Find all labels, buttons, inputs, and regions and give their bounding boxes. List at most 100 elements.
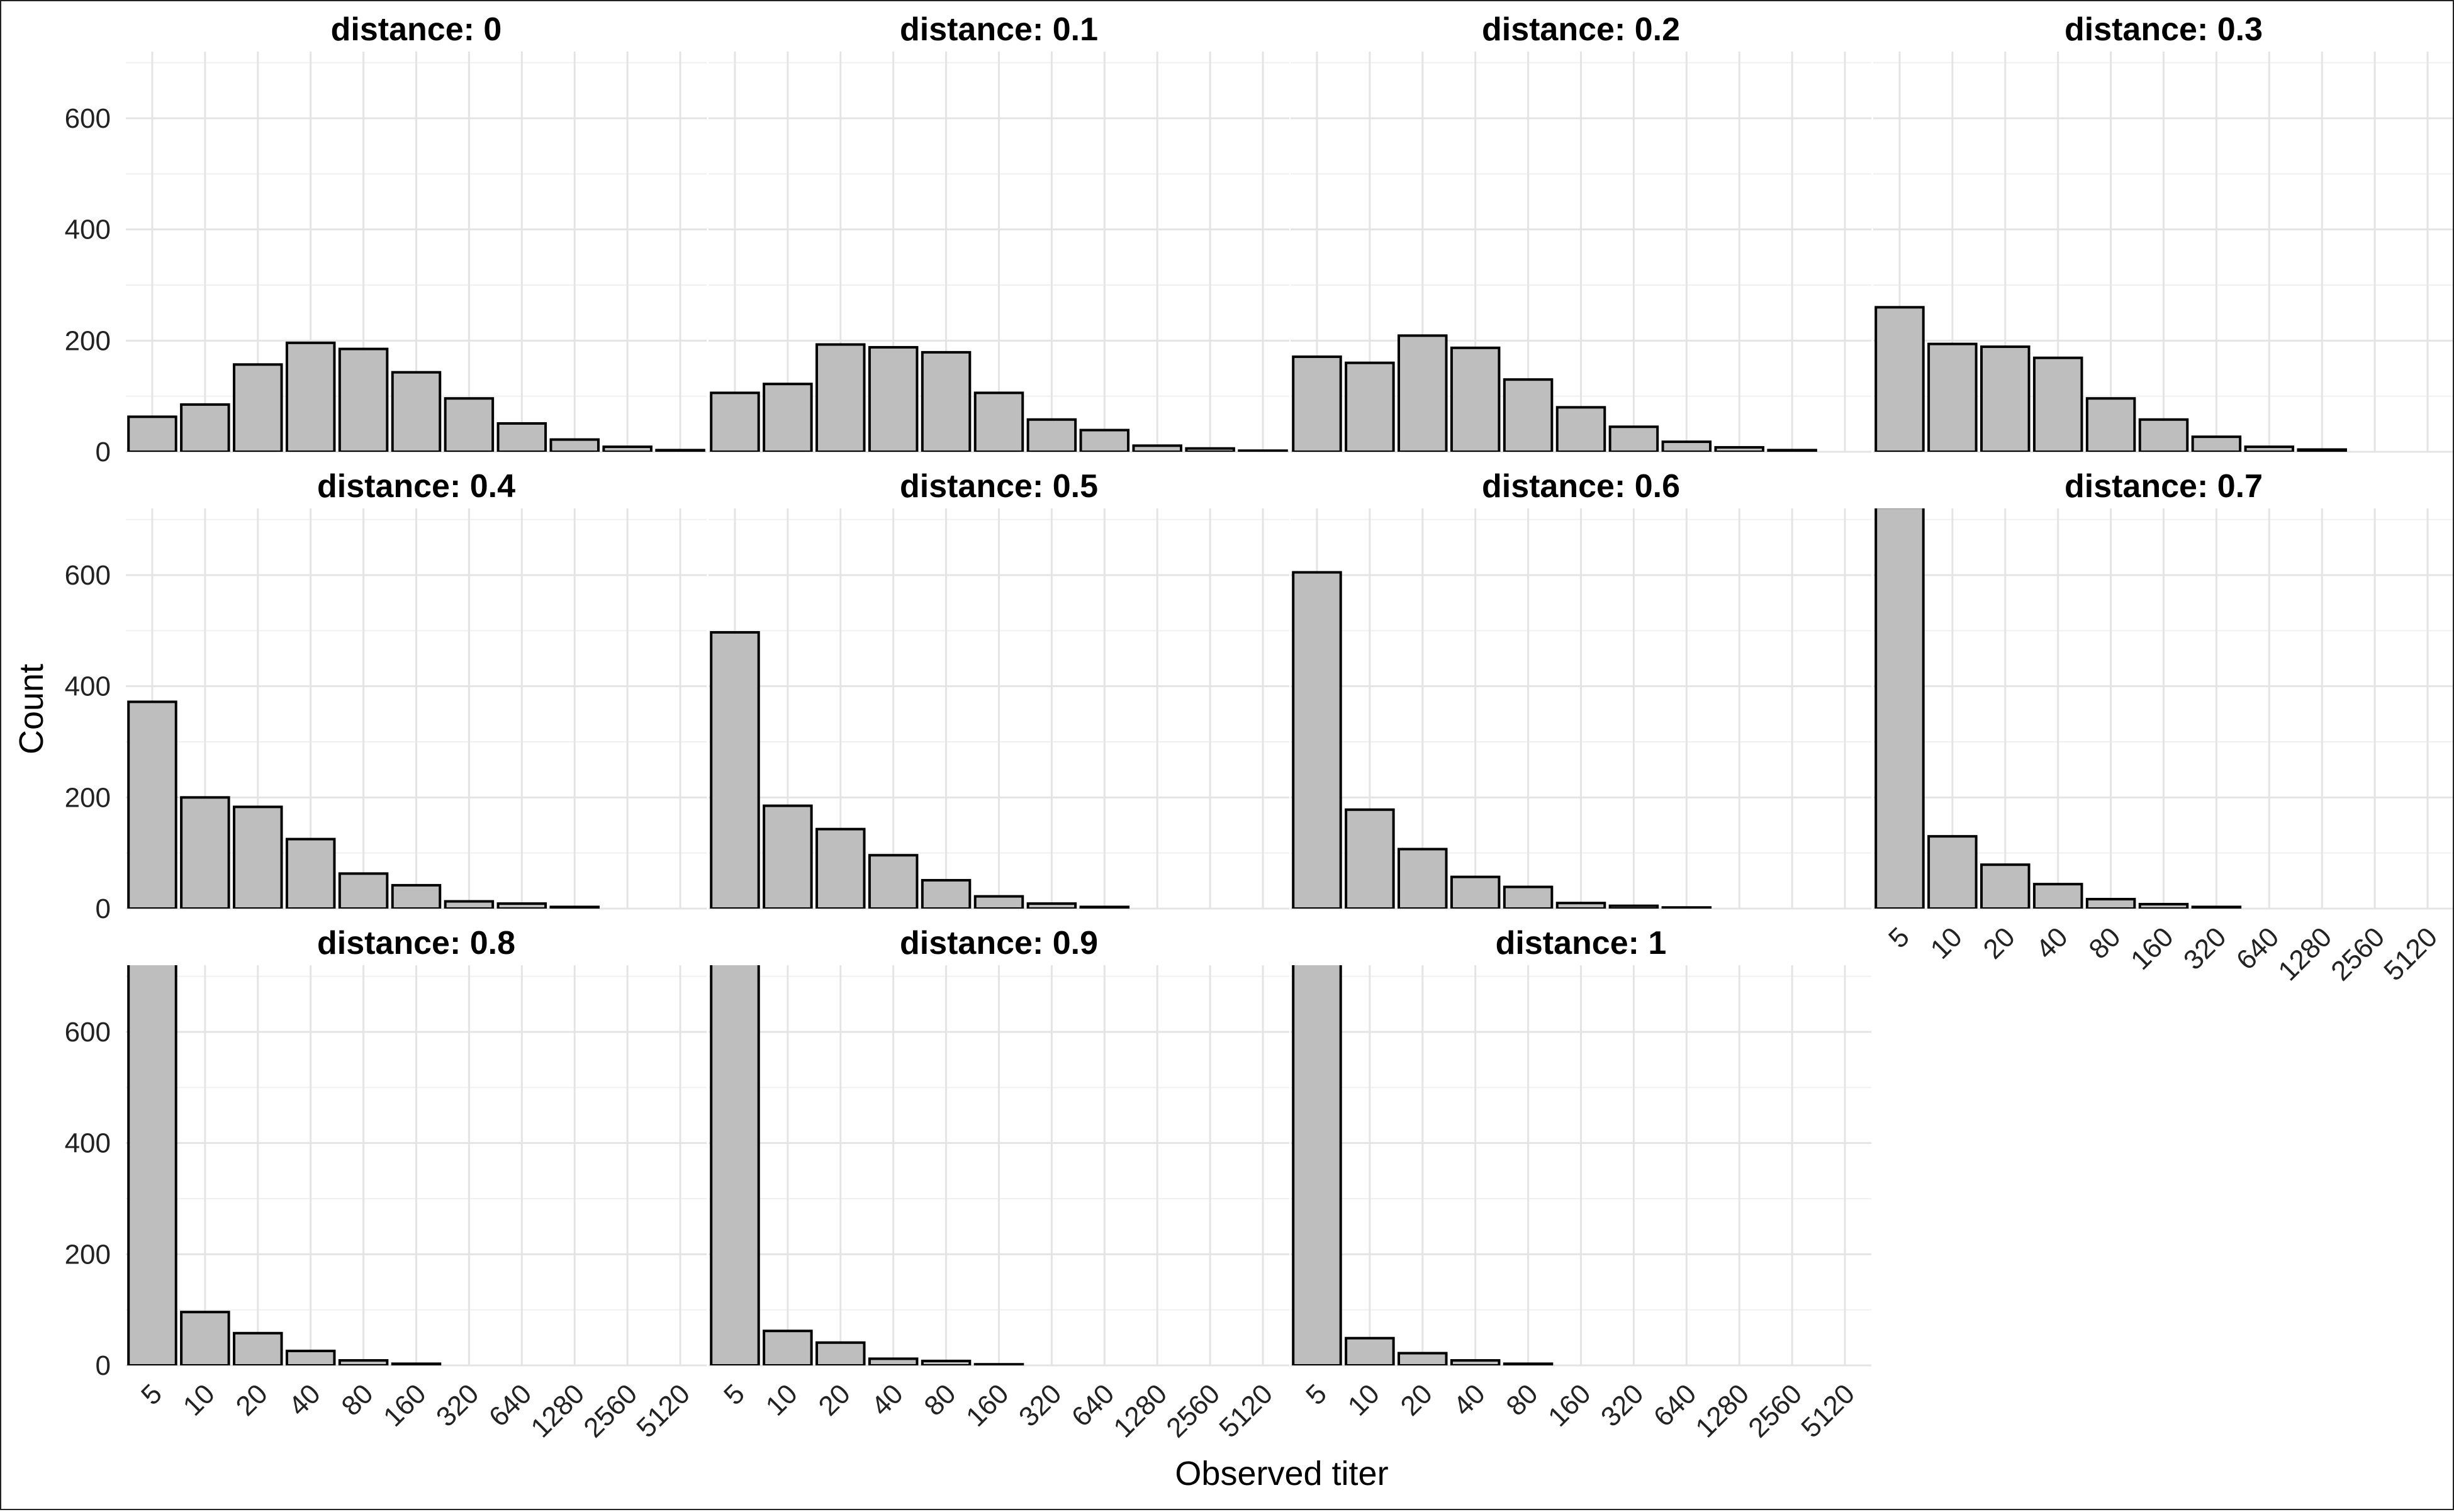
- x-tick-label: 10: [1925, 921, 1968, 965]
- bar: [921, 350, 972, 452]
- bar: [602, 445, 653, 452]
- x-tick-label: 5120: [1795, 1378, 1861, 1443]
- bar: [2244, 445, 2295, 452]
- bar: [1503, 885, 1554, 909]
- bar: [2191, 435, 2242, 452]
- x-tick-label: 1280: [1107, 1378, 1173, 1443]
- x-axis-title: Observed titer: [1175, 1455, 1388, 1492]
- bar: [2032, 356, 2083, 452]
- bar: [1185, 447, 1235, 452]
- bar: [233, 363, 283, 452]
- bar: [180, 1311, 230, 1365]
- bar: [127, 415, 177, 452]
- bar: [496, 422, 547, 452]
- bar: [549, 438, 600, 452]
- bar: [233, 805, 283, 909]
- bar: [1608, 904, 1659, 909]
- bar: [1079, 905, 1130, 909]
- bar: [1292, 571, 1342, 909]
- bar: [1980, 345, 2031, 452]
- facet-title: distance: 0.8: [317, 925, 515, 961]
- bar: [1238, 449, 1288, 452]
- bar: [1980, 863, 2031, 909]
- bar: [1132, 444, 1182, 452]
- bar: [549, 905, 600, 909]
- bar: [338, 347, 389, 452]
- bar-group: [127, 700, 600, 909]
- bar: [763, 383, 813, 452]
- bar: [1398, 848, 1448, 909]
- facet-title: distance: 0.3: [2065, 11, 2263, 48]
- facet-title: distance: 0.4: [317, 468, 515, 505]
- x-tick-label: 5120: [630, 1378, 696, 1443]
- bar: [2138, 902, 2189, 909]
- x-tick-label: 40: [1447, 1378, 1491, 1421]
- bar-group: [710, 965, 1024, 1365]
- y-tick-label: 600: [65, 1017, 111, 1048]
- bar: [815, 827, 866, 909]
- bar: [1874, 306, 1925, 452]
- facet-title: distance: 0: [331, 11, 502, 48]
- bar: [763, 804, 813, 909]
- y-tick-label: 0: [96, 437, 111, 468]
- bar: [1661, 440, 1712, 452]
- bar: [1079, 428, 1130, 452]
- bar: [180, 796, 230, 909]
- x-tick-label: 80: [2083, 921, 2126, 965]
- bar: [2032, 883, 2083, 909]
- bar: [285, 837, 336, 909]
- bar: [1555, 902, 1606, 909]
- x-tick-label: 80: [1500, 1378, 1544, 1421]
- x-tick-label: 2560: [1160, 1378, 1226, 1443]
- bar: [391, 1362, 442, 1365]
- facet-panel: distance: 0 0 200 400 600: [65, 11, 707, 468]
- facet-title: distance: 0.5: [900, 468, 1098, 505]
- bar-group: [1292, 334, 1817, 452]
- bar: [285, 1350, 336, 1365]
- bar: [1874, 508, 1925, 909]
- bar: [868, 345, 919, 452]
- bar: [921, 1359, 972, 1365]
- bar: [1345, 1336, 1395, 1365]
- bar: [710, 391, 760, 452]
- facet-panel: distance: 0.5: [709, 468, 1289, 910]
- facet-title: distance: 0.7: [2065, 468, 2263, 505]
- facet-panel: distance: 0.6: [1291, 468, 1871, 910]
- x-tick-label: 2560: [1742, 1378, 1808, 1443]
- bar: [1927, 342, 1978, 452]
- y-tick-label: 200: [65, 1239, 111, 1270]
- x-tick-label: 20: [813, 1378, 856, 1421]
- bar: [973, 895, 1024, 909]
- x-tick-label: 5: [135, 1378, 168, 1411]
- bar-group: [710, 343, 1288, 452]
- bar: [1398, 334, 1448, 452]
- bar: [815, 1341, 866, 1365]
- bar: [285, 341, 336, 452]
- bar: [444, 900, 495, 909]
- y-tick-label: 600: [65, 560, 111, 591]
- bar-group: [1292, 571, 1712, 909]
- x-tick-label: 1280: [1689, 1378, 1755, 1443]
- x-tick-label: 5120: [1213, 1378, 1279, 1443]
- facet-title: distance: 0.1: [900, 11, 1098, 48]
- bar: [496, 902, 547, 909]
- x-tick-label: 40: [283, 1378, 326, 1421]
- bar: [2297, 448, 2347, 452]
- bar: [2191, 905, 2242, 909]
- facet-title: distance: 0.9: [900, 925, 1098, 961]
- bar: [973, 391, 1024, 452]
- bar: [1292, 355, 1342, 452]
- bar: [710, 965, 760, 1365]
- facet-panel: distance: 0.1: [709, 11, 1289, 453]
- x-tick-label: 40: [865, 1378, 909, 1421]
- bar: [1292, 965, 1342, 1365]
- facet-panel: distance: 0.4 0 200 400 600: [65, 468, 707, 924]
- x-tick-label: 320: [1013, 1378, 1068, 1433]
- facet-title: distance: 0.6: [1482, 468, 1680, 505]
- y-tick-label: 200: [65, 782, 111, 813]
- facet-panel: distance: 15 10 20 40 8016032064012802560512…: [1291, 925, 1871, 1443]
- bar: [1503, 378, 1554, 452]
